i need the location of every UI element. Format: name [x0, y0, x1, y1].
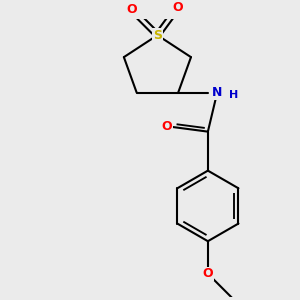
Text: N: N: [212, 86, 222, 99]
Text: O: O: [162, 121, 172, 134]
Text: H: H: [229, 90, 239, 100]
Text: O: O: [126, 3, 137, 16]
Text: S: S: [153, 29, 162, 42]
Text: O: O: [172, 1, 183, 14]
Text: O: O: [202, 267, 213, 280]
